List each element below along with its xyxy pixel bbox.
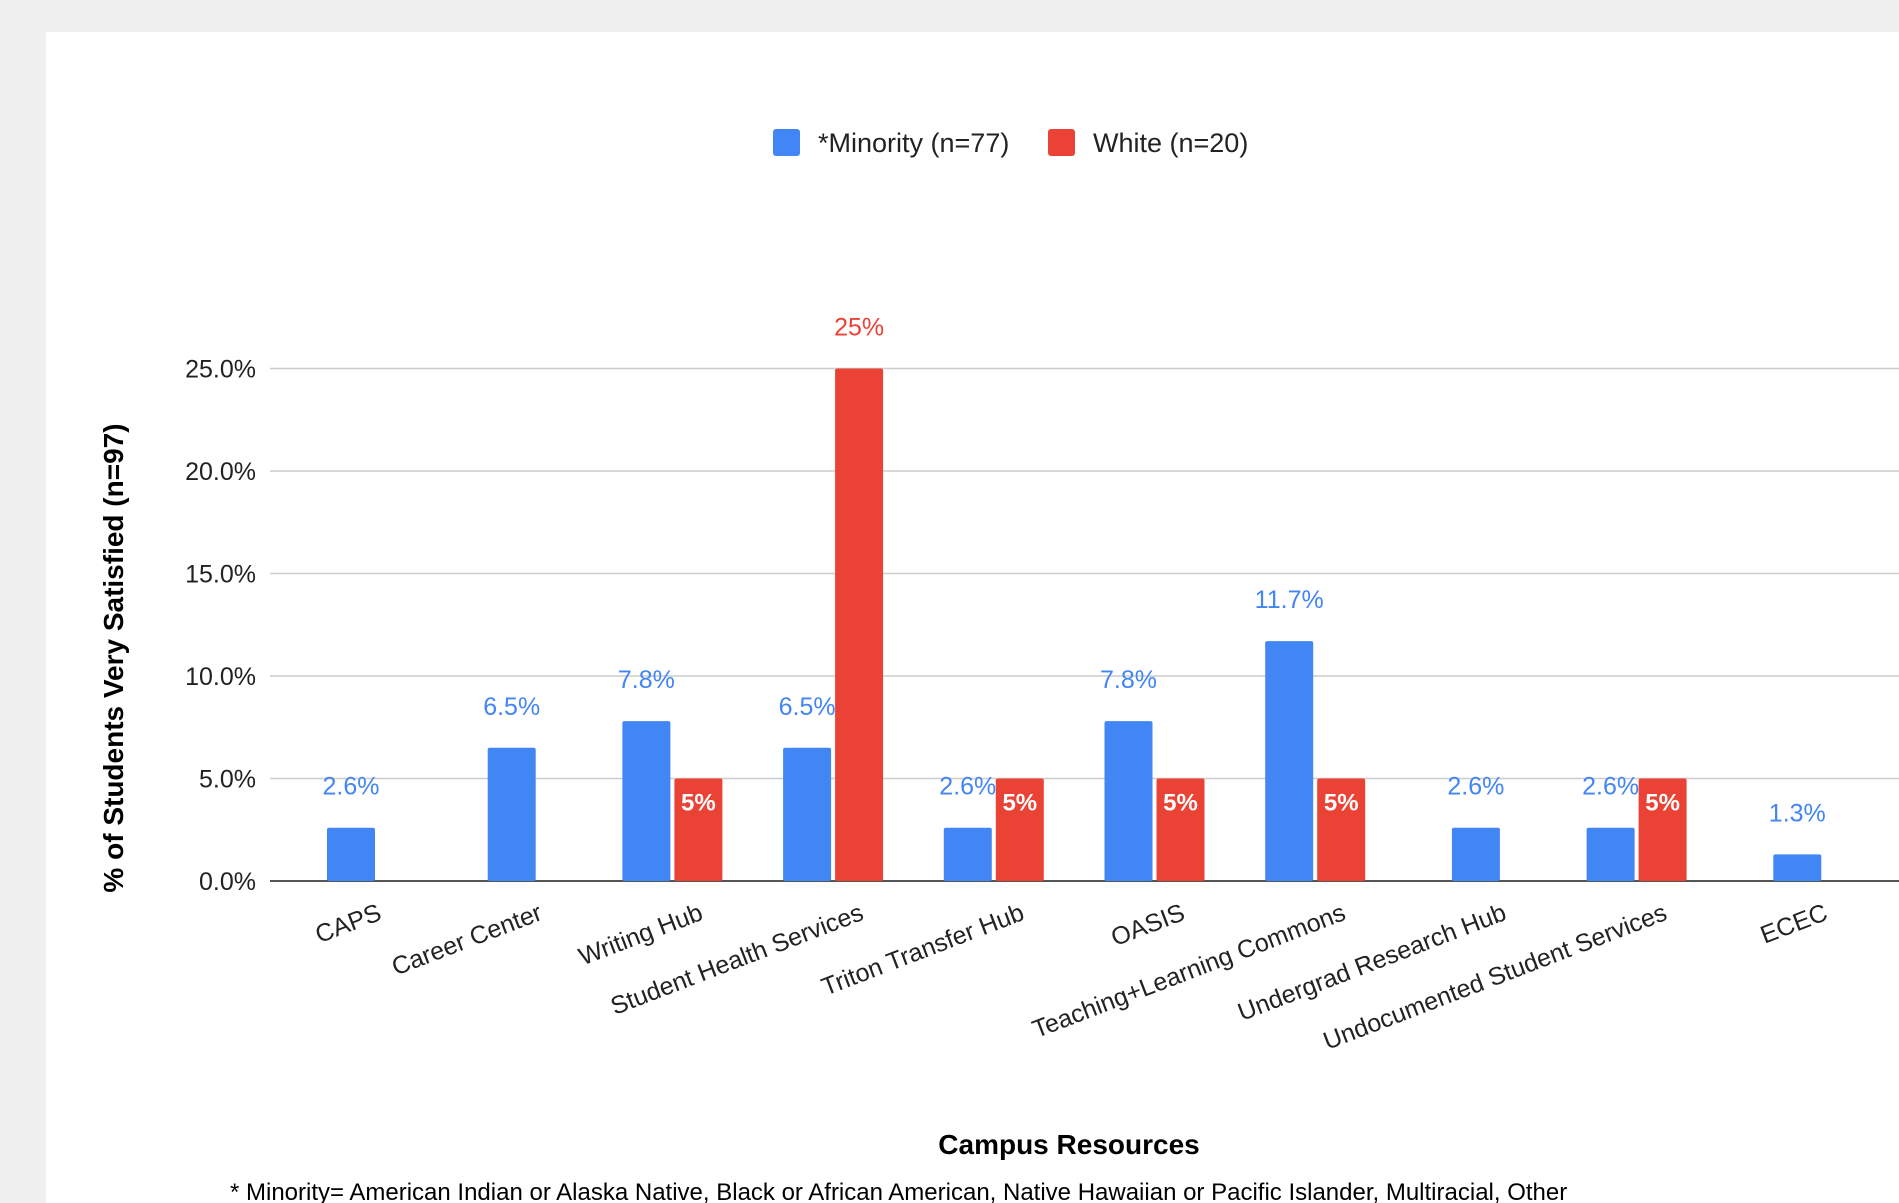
bar-white — [835, 368, 884, 881]
y-axis-title: % of Students Very Satisfied (n=97) — [98, 423, 129, 892]
data-labels: 2.6%6.5%7.8%5%6.5%25%2.6%5%7.8%5%11.7%5%… — [323, 314, 1826, 828]
bar-minority — [1265, 641, 1314, 881]
bars — [327, 368, 1822, 881]
bar-minority — [622, 721, 671, 881]
x-category-label: OASIS — [1107, 898, 1188, 952]
bar-minority — [783, 747, 832, 881]
footnote: * Minority= American Indian or Alaska Na… — [230, 1179, 1567, 1203]
data-label-white: 5% — [1163, 790, 1198, 817]
bar-minority — [1104, 721, 1153, 881]
x-category-label: Career Center — [388, 898, 546, 981]
bar-white — [1156, 778, 1205, 881]
data-label-minority: 2.6% — [1447, 773, 1504, 801]
x-category-label: Student Health Services — [607, 898, 867, 1020]
legend-swatch-minority — [773, 129, 800, 156]
data-label-minority: 11.7% — [1255, 586, 1324, 614]
bar-minority — [943, 827, 992, 881]
data-label-white: 5% — [1324, 790, 1359, 817]
bar-minority — [1451, 827, 1500, 881]
data-label-minority: 2.6% — [323, 773, 380, 801]
data-label-minority: 6.5% — [483, 693, 540, 721]
y-tick-label: 25.0% — [185, 356, 256, 384]
bar-white — [674, 778, 723, 881]
bar-minority — [1773, 854, 1822, 881]
bar-chart: 0.0% 5.0% 10.0% 15.0% 20.0% 25.0% 2.6% 6.5% 7.8… — [98, 128, 1899, 1203]
legend-label-minority: *Minority (n=77) — [818, 128, 1009, 158]
data-label-minority: 1.3% — [1769, 799, 1826, 827]
x-axis-title: Campus Resources — [938, 1129, 1199, 1160]
legend: *Minority (n=77) White (n=20) — [773, 128, 1248, 158]
bar-white — [1317, 778, 1366, 881]
data-label-white: 5% — [681, 790, 716, 817]
y-tick-label: 0.0% — [199, 868, 256, 896]
x-category-label: Writing Hub — [575, 898, 707, 971]
y-tick-label: 20.0% — [185, 458, 256, 486]
data-label-white: 5% — [1645, 790, 1680, 817]
data-label-minority: 2.6% — [939, 773, 996, 801]
x-category-label: ECEC — [1757, 898, 1832, 949]
bar-white — [995, 778, 1044, 881]
y-tick-label: 10.0% — [185, 663, 256, 691]
x-category-label: CAPS — [312, 898, 386, 949]
x-category-label: Teaching+Learning Commons — [1029, 898, 1350, 1043]
y-axis-ticks: 0.0% 5.0% 10.0% 15.0% 20.0% 25.0% — [185, 356, 256, 897]
x-category-label: Undergrad Research Hub — [1234, 898, 1510, 1026]
bar-white — [1638, 778, 1687, 881]
data-label-minority: 6.5% — [779, 693, 836, 721]
y-tick-label: 5.0% — [199, 766, 256, 794]
bar-minority — [327, 827, 375, 881]
legend-label-white: White (n=20) — [1093, 128, 1248, 158]
data-label-minority: 7.8% — [1100, 666, 1157, 694]
data-label-white: 25% — [834, 314, 884, 342]
data-label-minority: 7.8% — [618, 666, 675, 694]
bar-minority — [1586, 827, 1635, 881]
legend-swatch-white — [1048, 129, 1075, 156]
chart-card: 0.0% 5.0% 10.0% 15.0% 20.0% 25.0% 2.6% 6.5% 7.8… — [46, 32, 1899, 1203]
data-label-minority: 2.6% — [1582, 773, 1639, 801]
bar-minority — [487, 747, 536, 881]
y-tick-label: 15.0% — [185, 561, 256, 589]
data-label-white: 5% — [1002, 790, 1037, 817]
